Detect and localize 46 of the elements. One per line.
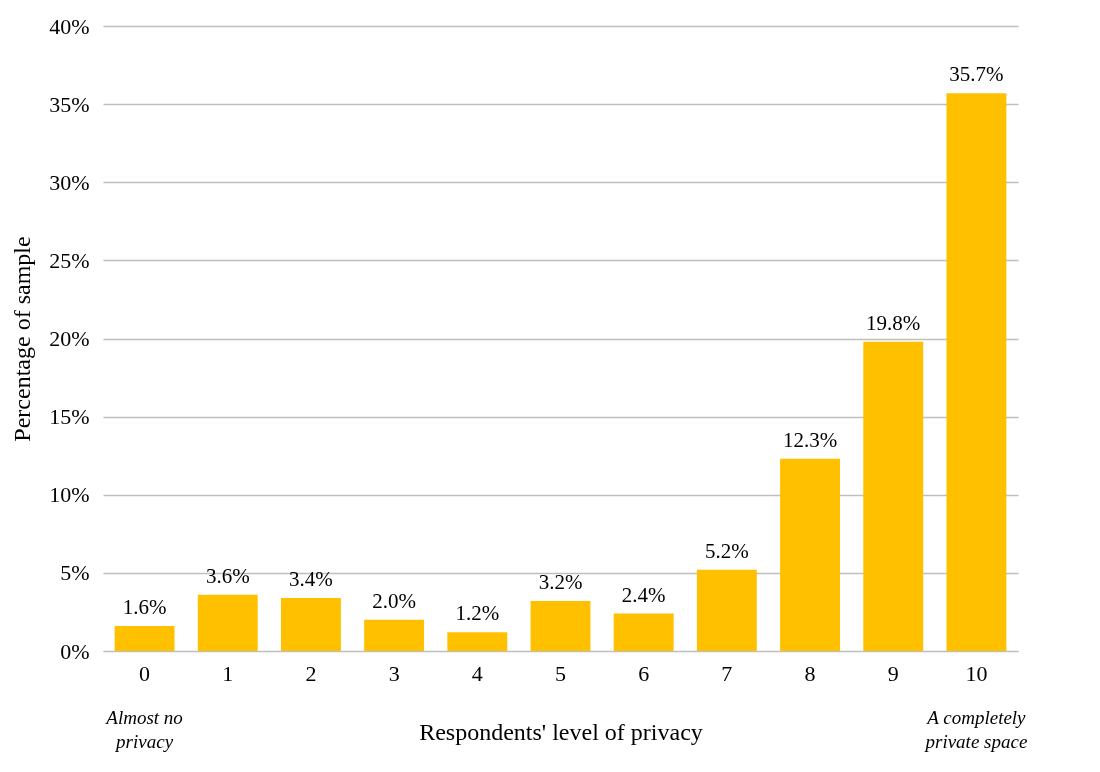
x-tick-label: 2: [305, 660, 317, 686]
data-label: 12.3%: [782, 427, 838, 452]
x-tick-label: 8: [804, 660, 816, 686]
bar: [281, 597, 341, 651]
x-tick-label: 6: [638, 660, 650, 686]
x-tick-label: 5: [555, 660, 566, 686]
bar: [696, 569, 757, 651]
data-label: 3.6%: [205, 563, 250, 588]
text: Almost no privacy: [104, 707, 183, 752]
bar: [613, 613, 674, 651]
data-label: 5.2%: [704, 538, 749, 563]
x-axis-title: Respondents' level of privacy: [419, 718, 703, 745]
x-tick-label: 0: [139, 660, 151, 686]
data-label: 2.0%: [372, 588, 417, 613]
y-tick-label: 25%: [49, 247, 90, 273]
y-tick-label: 5%: [60, 560, 90, 586]
x-tick-label: 7: [721, 660, 733, 686]
data-label: 3.2%: [538, 570, 583, 594]
y-tick-label: 10%: [49, 482, 90, 508]
bar: [197, 594, 258, 651]
bar: [364, 619, 425, 651]
y-tick-label: 15%: [49, 404, 90, 430]
x-tick-label: 4: [471, 660, 483, 686]
bar: [447, 632, 508, 651]
y-tick-label: 40%: [49, 13, 90, 39]
bar: [780, 458, 840, 651]
bar: [530, 601, 591, 651]
bar: [863, 341, 924, 651]
x-tick-label: 10: [965, 660, 988, 686]
data-label: 1.6%: [122, 595, 167, 619]
y-tick-label: 30%: [49, 169, 90, 195]
x-tick-label: 1: [222, 660, 234, 686]
data-label: 2.4%: [621, 582, 666, 607]
y-tick-label: 0%: [60, 638, 90, 664]
bar: [946, 93, 1007, 651]
y-axis-title: Percentage of sample: [9, 236, 36, 442]
y-tick-label: 35%: [49, 91, 90, 117]
text: A completely private space: [923, 707, 1028, 752]
bar: [114, 626, 175, 651]
x-tick-label: 3: [388, 660, 400, 686]
data-label: 35.7%: [949, 62, 1004, 87]
x-tick-label: 9: [887, 660, 899, 686]
data-label: 3.4%: [289, 566, 333, 591]
data-label: 19.8%: [866, 310, 921, 335]
y-tick-label: 20%: [49, 326, 90, 351]
data-label: 1.2%: [455, 601, 500, 626]
